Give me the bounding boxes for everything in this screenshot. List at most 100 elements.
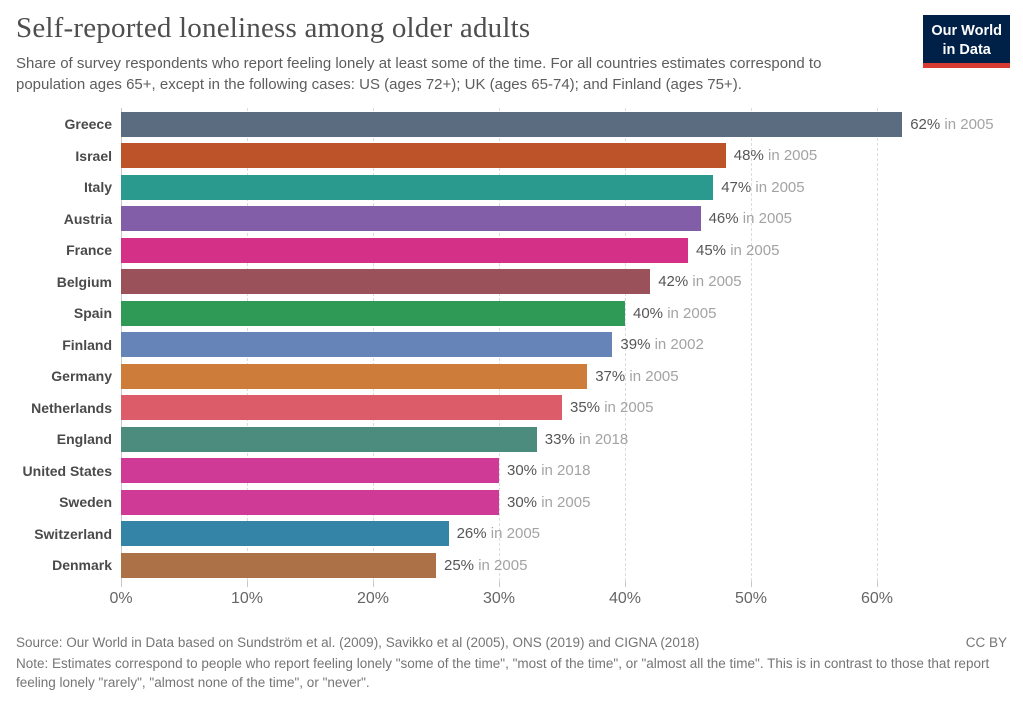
bar-spain[interactable]: [121, 300, 625, 326]
bar-row: Greece 62% in 2005: [0, 108, 1023, 140]
value-percent: 30%: [507, 493, 538, 511]
bar-row: Switzerland 26% in 2005: [0, 518, 1023, 550]
value-percent: 46%: [708, 210, 739, 228]
bar-france[interactable]: [121, 237, 688, 263]
bar-italy[interactable]: [121, 174, 714, 200]
bar-sweden[interactable]: [121, 489, 499, 515]
value-label: 30% in 2005: [507, 494, 590, 511]
license-link[interactable]: CC BY: [965, 635, 1007, 651]
value-year: in 2005: [688, 273, 742, 291]
bar-israel[interactable]: [121, 143, 726, 169]
bar-row: Sweden 30% in 2005: [0, 486, 1023, 518]
country-label: Sweden: [59, 494, 112, 511]
value-percent: 47%: [721, 178, 752, 196]
bar-switzerland[interactable]: [121, 521, 449, 547]
x-tick-label: 20%: [356, 590, 390, 608]
bar-track: 33% in 2018: [121, 426, 1023, 452]
bar-chart: Greece 62% in 2005 Israel 48% in 2005 Italy 4…: [0, 108, 1023, 619]
value-year: in 2005: [940, 115, 994, 133]
bar-germany[interactable]: [121, 363, 588, 389]
bar-track: 37% in 2005: [121, 363, 1023, 389]
tick-mark: [751, 581, 752, 588]
gridline: [625, 108, 626, 582]
bar-track: 46% in 2005: [121, 206, 1023, 232]
bar-row: Israel 48% in 2005: [0, 140, 1023, 172]
bar-finland[interactable]: [121, 332, 613, 358]
bar-belgium[interactable]: [121, 269, 651, 295]
value-percent: 25%: [444, 556, 475, 574]
value-label: 26% in 2005: [457, 525, 540, 542]
value-percent: 30%: [507, 462, 538, 480]
value-percent: 42%: [658, 273, 689, 291]
logo-line-2: in Data: [942, 41, 991, 58]
value-year: in 2005: [726, 241, 780, 259]
bar-row: Netherlands 35% in 2005: [0, 392, 1023, 424]
value-percent: 37%: [595, 367, 626, 385]
tick-mark: [121, 581, 122, 588]
value-percent: 35%: [570, 399, 601, 417]
bar-row: Denmark 25% in 2005: [0, 549, 1023, 581]
bar-netherlands[interactable]: [121, 395, 562, 421]
tick-mark: [877, 581, 878, 588]
value-label: 39% in 2002: [620, 336, 703, 353]
tick-mark: [247, 581, 248, 588]
bar-row: Austria 46% in 2005: [0, 203, 1023, 235]
x-tick-label: 50%: [734, 590, 768, 608]
value-label: 48% in 2005: [734, 147, 817, 164]
value-percent: 26%: [456, 525, 487, 543]
bar-track: 47% in 2005: [121, 174, 1023, 200]
plot-area: Greece 62% in 2005 Israel 48% in 2005 Italy 4…: [0, 108, 1023, 582]
bar-row: United States 30% in 2018: [0, 455, 1023, 487]
value-label: 30% in 2018: [507, 462, 590, 479]
value-label: 25% in 2005: [444, 557, 527, 574]
bar-denmark[interactable]: [121, 552, 436, 578]
source-note: Source: Our World in Data based on Sunds…: [16, 635, 700, 651]
bar-track: 30% in 2018: [121, 458, 1023, 484]
gridline: [877, 108, 878, 582]
country-label: France: [66, 242, 112, 259]
bar-united-states[interactable]: [121, 458, 499, 484]
value-year: in 2005: [600, 399, 654, 417]
value-label: 40% in 2005: [633, 305, 716, 322]
value-label: 37% in 2005: [595, 368, 678, 385]
bar-track: 40% in 2005: [121, 300, 1023, 326]
bar-greece[interactable]: [121, 111, 903, 137]
bar-england[interactable]: [121, 426, 537, 452]
bar-row: England 33% in 2018: [0, 423, 1023, 455]
country-label: Spain: [73, 305, 112, 322]
value-percent: 39%: [620, 336, 651, 354]
bar-track: 25% in 2005: [121, 552, 1023, 578]
value-label: 33% in 2018: [545, 431, 628, 448]
country-label: Germany: [51, 368, 112, 385]
chart-subtitle: Share of survey respondents who report f…: [16, 55, 822, 93]
country-label: Denmark: [52, 557, 112, 574]
value-year: in 2018: [537, 462, 591, 480]
value-label: 46% in 2005: [709, 210, 792, 227]
x-tick-label: 10%: [230, 590, 264, 608]
value-percent: 33%: [544, 430, 575, 448]
value-year: in 2005: [738, 210, 793, 228]
country-label: Greece: [64, 116, 112, 133]
value-label: 62% in 2005: [910, 116, 993, 133]
value-year: in 2005: [751, 178, 805, 196]
bar-austria[interactable]: [121, 206, 701, 232]
value-label: 45% in 2005: [696, 242, 779, 259]
country-label: Finland: [62, 336, 112, 353]
value-year: in 2005: [486, 525, 541, 543]
country-label: Netherlands: [31, 399, 112, 416]
owid-logo[interactable]: Our World in Data: [923, 15, 1010, 69]
x-tick-label: 30%: [482, 590, 516, 608]
value-year: in 2005: [763, 147, 818, 165]
bar-track: 26% in 2005: [121, 521, 1023, 547]
value-percent: 48%: [733, 147, 764, 165]
country-label: Israel: [75, 147, 112, 164]
country-label: Switzerland: [34, 525, 112, 542]
bar-track: 45% in 2005: [121, 237, 1023, 263]
source-row: Source: Our World in Data based on Sunds…: [16, 633, 1007, 652]
value-year: in 2005: [537, 493, 591, 511]
gridline: [751, 108, 752, 582]
header-text: Self-reported loneliness among older adu…: [16, 12, 868, 95]
value-year: in 2005: [474, 556, 528, 574]
bar-track: 30% in 2005: [121, 489, 1023, 515]
